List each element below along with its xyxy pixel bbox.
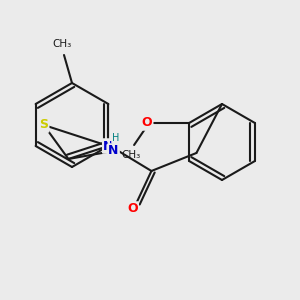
Text: N: N — [108, 145, 118, 158]
Text: CH₃: CH₃ — [52, 39, 72, 49]
Text: O: O — [142, 116, 152, 130]
Text: CH₃: CH₃ — [122, 150, 141, 160]
Text: H: H — [112, 133, 119, 143]
Text: S: S — [39, 118, 48, 131]
Text: O: O — [127, 202, 138, 215]
Text: N: N — [103, 140, 114, 152]
